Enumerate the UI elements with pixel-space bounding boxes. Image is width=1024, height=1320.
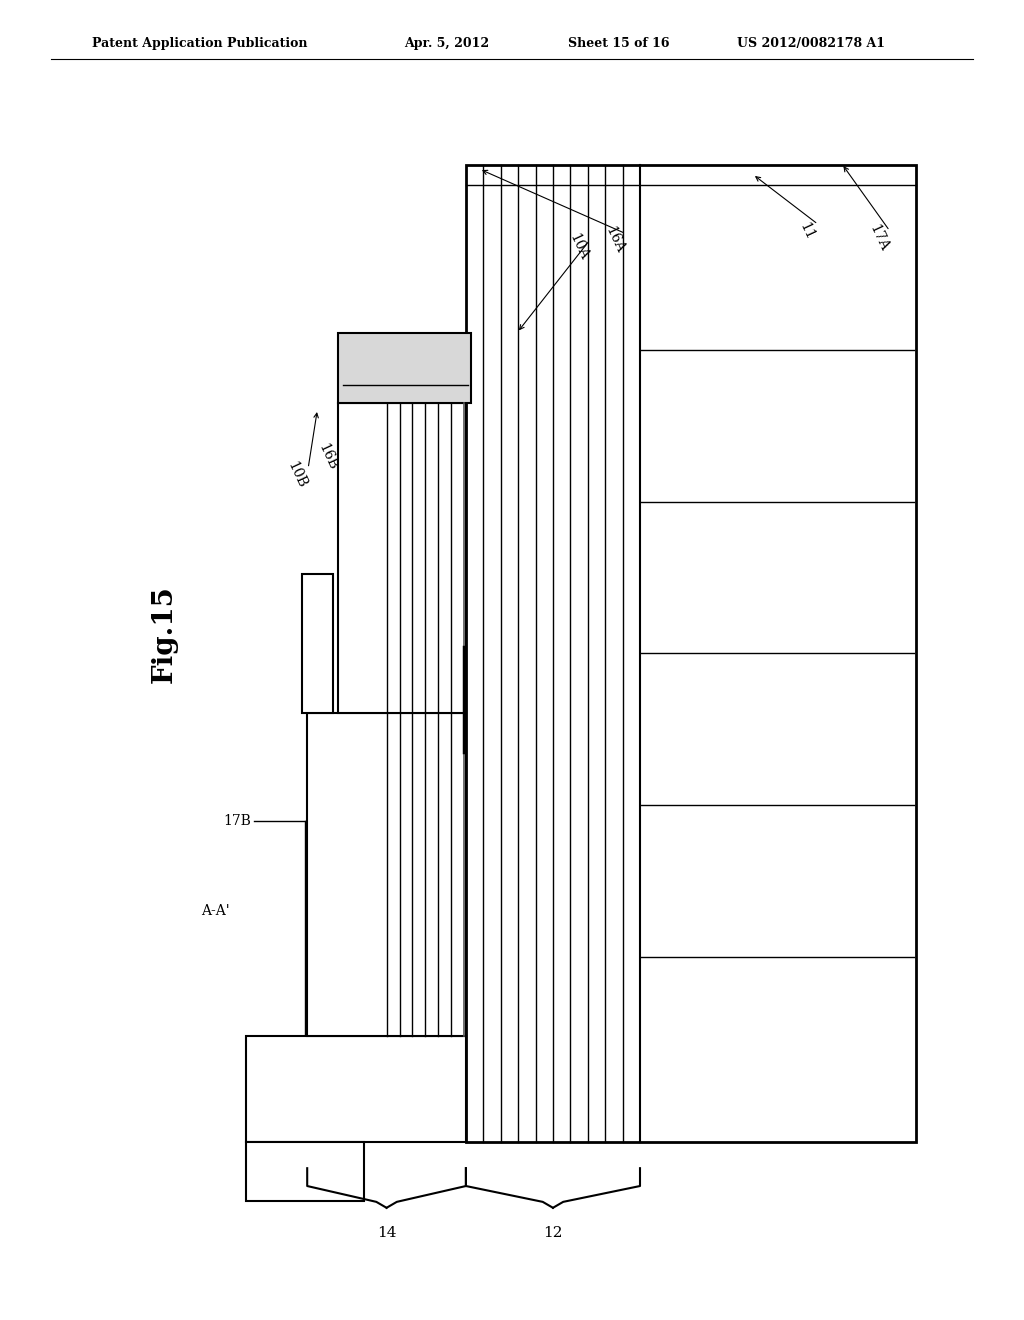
Text: A-A': A-A' [201, 904, 229, 917]
Text: 17A: 17A [866, 222, 891, 253]
Bar [246, 1142, 364, 1201]
Text: 15': 15' [357, 425, 380, 451]
Text: Patent Application Publication: Patent Application Publication [92, 37, 307, 50]
Text: 10B: 10B [285, 459, 309, 491]
Bar [338, 333, 471, 403]
Bar [466, 165, 916, 1142]
Text: US 2012/0082178 A1: US 2012/0082178 A1 [737, 37, 886, 50]
Text: 16A: 16A [602, 224, 627, 256]
Text: 12: 12 [543, 1226, 563, 1241]
Text: Apr. 5, 2012: Apr. 5, 2012 [404, 37, 489, 50]
Text: Fig.15: Fig.15 [151, 585, 177, 682]
Text: 10A: 10A [566, 231, 591, 263]
Bar [307, 713, 466, 1036]
Text: Sheet 15 of 16: Sheet 15 of 16 [568, 37, 670, 50]
Bar [246, 1036, 466, 1142]
Text: 13: 13 [391, 454, 412, 475]
Bar [338, 403, 466, 713]
Text: 11: 11 [797, 220, 817, 242]
Text: 14: 14 [377, 1226, 396, 1241]
Text: 16B: 16B [315, 441, 340, 473]
Bar [302, 574, 333, 713]
Text: 17B: 17B [223, 814, 251, 828]
